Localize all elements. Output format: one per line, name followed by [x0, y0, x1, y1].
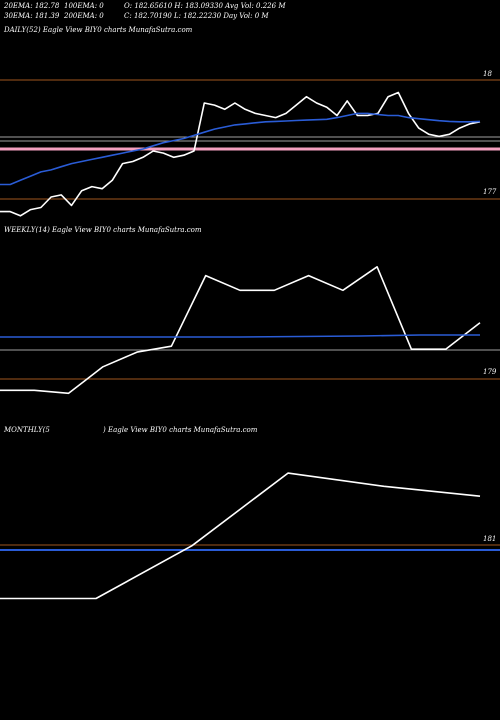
daily-price-line — [0, 91, 481, 217]
ohlc-readout-1: O: 182.65610 H: 183.09330 Avg Vol: 0.226… — [124, 2, 286, 10]
ema200-readout: 200EMA: 0 — [64, 12, 104, 20]
monthly-chart — [0, 472, 500, 600]
ema20-readout: 20EMA: 182.78 — [4, 2, 60, 10]
daily-ema-line — [0, 112, 481, 186]
ema30-readout: 30EMA: 181.39 — [4, 12, 60, 20]
weekly-ytick: 179 — [483, 368, 497, 376]
monthly-ytick: 181 — [483, 535, 497, 543]
daily-ytick-top: 18 — [483, 70, 492, 78]
daily-ytick-bottom: 177 — [483, 188, 497, 196]
weekly-ema-line — [0, 334, 480, 338]
weekly-panel-label: WEEKLY(14) Eagle View BIY0 charts Munafa… — [4, 226, 202, 234]
ohlc-readout-2: C: 182.70190 L: 182.22230 Day Vol: 0 M — [124, 12, 269, 20]
weekly-chart — [0, 265, 500, 395]
monthly-panel-label-left: MONTHLY(5 — [4, 426, 50, 434]
daily-chart — [0, 79, 500, 217]
ema100-readout: 100EMA: 0 — [64, 2, 104, 10]
monthly-panel-label-right: ) Eagle View BIY0 charts MunafaSutra.com — [103, 426, 258, 434]
daily-panel-label: DAILY(52) Eagle View BIY0 charts MunafaS… — [4, 26, 193, 34]
monthly-price-line — [0, 472, 481, 600]
header-row-2: 30EMA: 181.39 200EMA: 0 C: 182.70190 L: 18… — [4, 11, 269, 21]
weekly-price-line — [0, 265, 481, 395]
header-row-1: 20EMA: 182.78 100EMA: 0 O: 182.65610 H: 18… — [4, 1, 285, 11]
